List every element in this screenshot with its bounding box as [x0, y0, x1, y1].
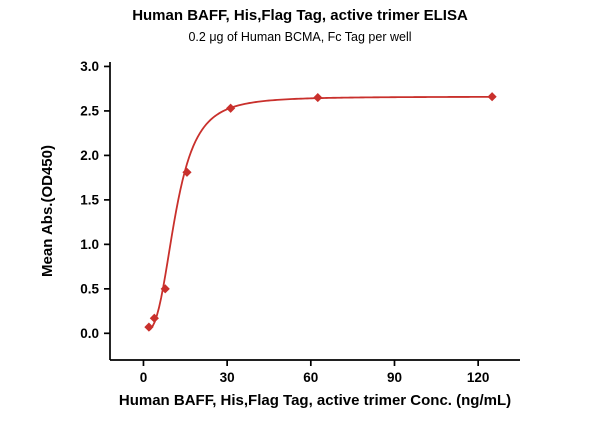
axes — [109, 62, 520, 361]
x-tick-label: 30 — [220, 370, 235, 385]
chart-subtitle: 0.2 μg of Human BCMA, Fc Tag per well — [188, 30, 412, 44]
y-tick-label: 2.5 — [80, 103, 99, 118]
y-tick-label: 1.0 — [80, 237, 99, 252]
data-point-marker — [160, 284, 170, 294]
x-tick-label: 60 — [303, 370, 318, 385]
y-axis-title: Mean Abs.(OD450) — [39, 145, 56, 277]
y-ticks: 0.0 0.5 1.0 1.5 2.0 2.5 3.0 — [80, 59, 110, 341]
y-tick-label: 2.0 — [80, 148, 99, 163]
x-ticks: 0 30 60 90 120 — [140, 360, 490, 385]
data-points — [144, 92, 497, 332]
x-tick-label: 0 — [140, 370, 148, 385]
y-tick-label: 3.0 — [80, 59, 99, 74]
data-point-marker — [487, 92, 497, 102]
x-axis-title: Human BAFF, His,Flag Tag, active trimer … — [119, 392, 511, 409]
y-tick-label: 1.5 — [80, 192, 99, 207]
fit-curve — [147, 95, 493, 332]
y-tick-label: 0.0 — [80, 326, 99, 341]
data-point-marker — [182, 167, 192, 177]
x-tick-label: 120 — [467, 370, 490, 385]
x-tick-label: 90 — [387, 370, 402, 385]
chart-header: Human BAFF, His,Flag Tag, active trimer … — [0, 6, 600, 46]
y-tick-label: 0.5 — [80, 281, 99, 296]
data-point-marker — [313, 92, 323, 103]
chart-title: Human BAFF, His,Flag Tag, active trimer … — [132, 7, 468, 24]
data-point-marker — [144, 322, 154, 332]
data-point-marker — [226, 103, 236, 113]
data-point-marker — [149, 313, 159, 323]
